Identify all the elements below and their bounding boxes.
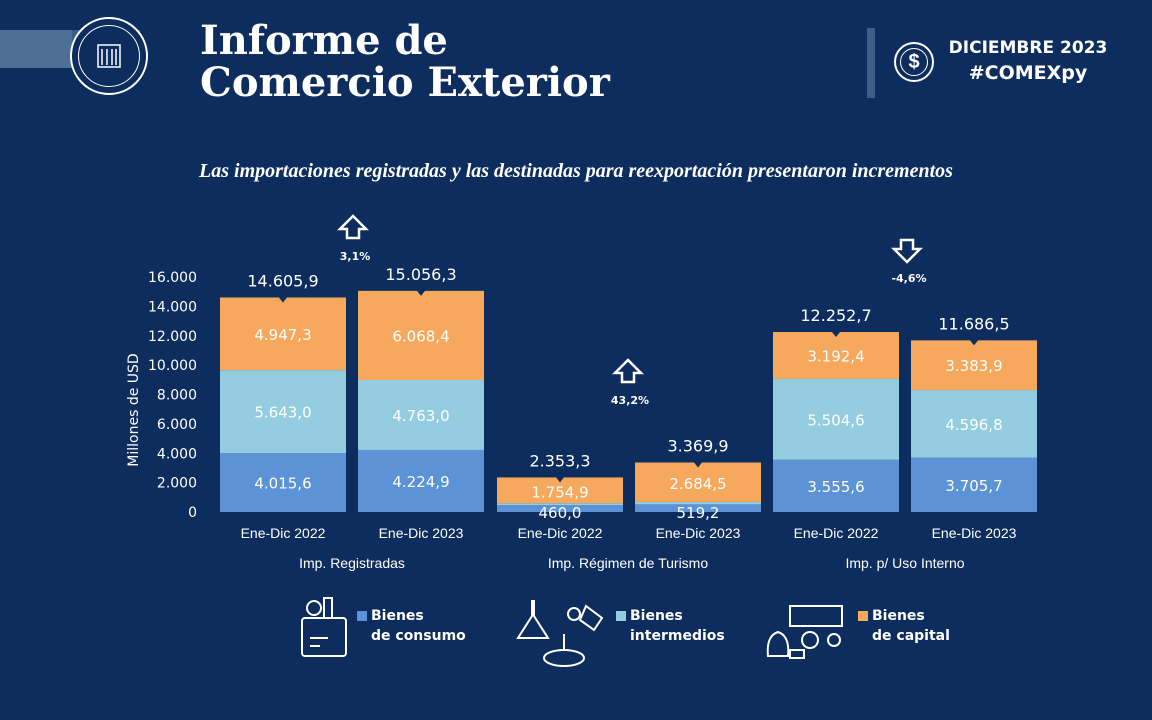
y-tick-label: 10.000 bbox=[148, 358, 197, 374]
x-tick-label: Ene-Dic 2023 bbox=[656, 525, 741, 541]
data-label: 4.015,6 bbox=[254, 475, 311, 493]
data-label: 3.383,9 bbox=[945, 357, 1002, 375]
data-label: 4.596,8 bbox=[945, 416, 1002, 434]
total-label: 11.686,5 bbox=[938, 314, 1009, 333]
data-label: 1.754,9 bbox=[531, 483, 588, 501]
y-tick-label: 8.000 bbox=[157, 388, 197, 404]
data-label: 2.684,5 bbox=[669, 475, 726, 493]
total-label: 2.353,3 bbox=[529, 451, 590, 470]
lab-fuel-icon bbox=[514, 594, 608, 681]
legend-swatch-consumo bbox=[357, 611, 367, 621]
legend-swatch-capital bbox=[858, 611, 868, 621]
y-tick-label: 6.000 bbox=[157, 417, 197, 433]
x-tick-label: Ene-Dic 2022 bbox=[241, 525, 326, 541]
change-label: 43,2% bbox=[611, 394, 649, 407]
group-label: Imp. Régimen de Turismo bbox=[548, 555, 708, 571]
total-label: 3.369,9 bbox=[667, 437, 728, 456]
group-label: Imp. p/ Uso Interno bbox=[845, 555, 964, 571]
data-label: 5.643,0 bbox=[254, 404, 311, 422]
grocery-bag-icon bbox=[298, 594, 350, 665]
data-label: 3.192,4 bbox=[807, 347, 864, 365]
legend-swatch-intermedios bbox=[616, 611, 626, 621]
data-label: 3.555,6 bbox=[807, 478, 864, 496]
y-tick-label: 16.000 bbox=[148, 270, 197, 286]
legend-label-consumo: Bienes de consumo bbox=[371, 606, 466, 646]
machinery-icon bbox=[762, 600, 854, 667]
group-label: Imp. Registradas bbox=[299, 555, 405, 571]
legend-label-capital: Bienes de capital bbox=[872, 606, 950, 646]
y-tick-label: 14.000 bbox=[148, 299, 197, 315]
total-label: 15.056,3 bbox=[385, 265, 456, 284]
data-label: 5.504,6 bbox=[807, 411, 864, 429]
y-tick-label: 0 bbox=[188, 505, 197, 521]
data-label: 519,2 bbox=[677, 504, 720, 522]
data-label: 4.224,9 bbox=[392, 473, 449, 491]
y-tick-label: 2.000 bbox=[157, 476, 197, 492]
change-label: 3,1% bbox=[340, 250, 371, 263]
legend-label-intermedios: Bienes intermedios bbox=[630, 606, 725, 646]
y-axis-title: Millones de USD bbox=[126, 353, 142, 466]
data-label: 460,0 bbox=[539, 504, 582, 522]
x-tick-label: Ene-Dic 2022 bbox=[794, 525, 879, 541]
y-tick-label: 12.000 bbox=[148, 329, 197, 345]
x-tick-label: Ene-Dic 2023 bbox=[932, 525, 1017, 541]
arrow-up-icon bbox=[615, 360, 641, 382]
x-tick-label: Ene-Dic 2022 bbox=[518, 525, 603, 541]
change-label: -4,6% bbox=[891, 272, 926, 285]
data-label: 4.947,3 bbox=[254, 326, 311, 344]
data-label: 6.068,4 bbox=[392, 327, 449, 345]
stacked-bar-chart: 0 2.000 4.000 6.000 8.000 10.000 12.000 14.000 1… bbox=[0, 0, 1152, 590]
data-label: 3.705,7 bbox=[945, 477, 1002, 495]
data-label: 4.763,0 bbox=[392, 407, 449, 425]
total-label: 12.252,7 bbox=[800, 306, 871, 325]
total-label: 14.605,9 bbox=[247, 271, 318, 290]
arrow-down-icon bbox=[894, 240, 920, 262]
y-tick-label: 4.000 bbox=[157, 446, 197, 462]
x-tick-label: Ene-Dic 2023 bbox=[379, 525, 464, 541]
arrow-up-icon bbox=[340, 216, 366, 238]
